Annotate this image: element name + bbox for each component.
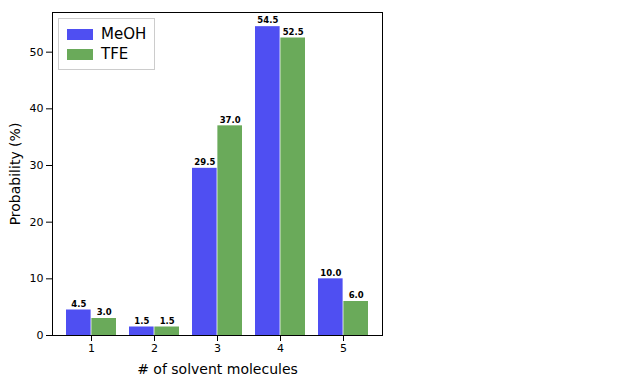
svg-text:0: 0 — [37, 329, 44, 342]
svg-text:54.5: 54.5 — [257, 15, 278, 25]
svg-text:4.5: 4.5 — [71, 299, 86, 309]
svg-text:29.5: 29.5 — [194, 157, 215, 167]
svg-text:1: 1 — [88, 342, 95, 355]
svg-text:50: 50 — [30, 46, 44, 59]
svg-text:3.0: 3.0 — [97, 307, 112, 317]
svg-text:1.5: 1.5 — [134, 316, 149, 326]
svg-text:5: 5 — [340, 342, 347, 355]
svg-text:6.0: 6.0 — [349, 290, 364, 300]
svg-text:10: 10 — [30, 272, 44, 285]
svg-text:40: 40 — [30, 102, 44, 115]
svg-text:30: 30 — [30, 159, 44, 172]
svg-text:2: 2 — [151, 342, 158, 355]
svg-text:4: 4 — [277, 342, 284, 355]
svg-text:# of solvent molecules: # of solvent molecules — [137, 361, 298, 377]
svg-text:Probability (%): Probability (%) — [7, 123, 23, 226]
svg-text:10.0: 10.0 — [320, 268, 341, 278]
svg-text:37.0: 37.0 — [220, 115, 241, 125]
html-text:MeOH: MeOH — [101, 25, 147, 43]
svg-text:3: 3 — [214, 342, 221, 355]
html-text:TFE: TFE — [101, 45, 129, 63]
svg-text:52.5: 52.5 — [283, 27, 304, 37]
svg-text:20: 20 — [30, 216, 44, 229]
svg-text:1.5: 1.5 — [160, 316, 175, 326]
